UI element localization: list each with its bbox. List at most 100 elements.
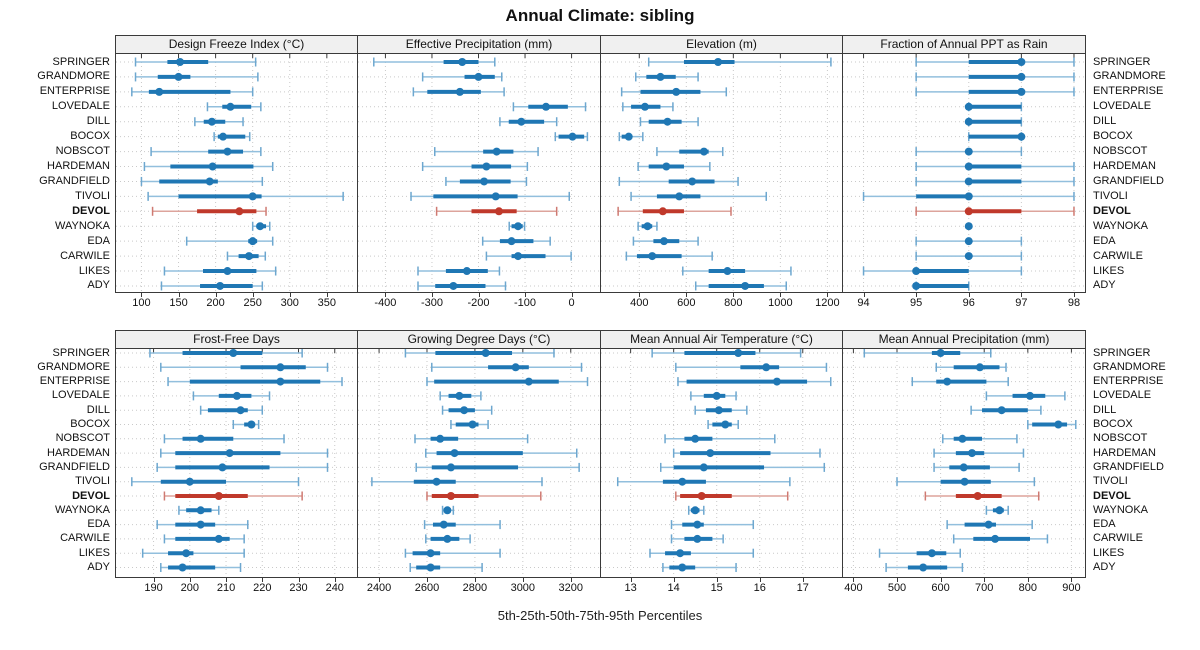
median-dot-bocox <box>721 420 730 429</box>
site-label-right-likes: LIKES <box>1093 264 1125 277</box>
axis-tick-bottom <box>916 293 918 297</box>
panel-mean-annual-air-temperature-c <box>600 348 843 578</box>
axis-tick-bottom <box>522 578 524 582</box>
median-dot-nobscot <box>492 147 501 156</box>
median-dot-dill <box>207 117 216 126</box>
median-dot-grandmore <box>656 72 665 81</box>
median-dot-carwile <box>214 534 223 543</box>
x-tick-label: 94 <box>857 297 870 309</box>
x-tick-label: 500 <box>887 582 907 594</box>
median-dot-nobscot <box>964 147 973 156</box>
median-dot-tivoli <box>491 192 500 201</box>
x-tick-label: -300 <box>420 297 443 309</box>
median-dot-carwile <box>991 534 1000 543</box>
x-tick-label: 350 <box>317 297 337 309</box>
site-label-left-eda: EDA <box>87 518 110 531</box>
axis-tick-bottom <box>385 293 387 297</box>
site-label-left-hardeman: HARDEMAN <box>47 446 110 459</box>
median-dot-grandmore <box>276 363 285 372</box>
median-dot-lovedale <box>232 391 241 400</box>
median-dot-devol <box>214 492 223 500</box>
median-dot-hardeman <box>706 449 715 458</box>
median-dot-likes <box>223 267 232 276</box>
median-dot-waynoka <box>443 506 452 515</box>
axis-tick-bottom <box>189 578 191 582</box>
axis-tick-bottom <box>426 578 428 582</box>
median-dot-lovedale <box>541 102 550 111</box>
axis-tick-bottom <box>570 578 572 582</box>
axis-tick-bottom <box>262 578 264 582</box>
site-label-right-eda: EDA <box>1093 234 1116 247</box>
panel-plot-frost-free-days <box>115 348 358 578</box>
median-dot-hardeman <box>450 449 459 458</box>
median-dot-ady <box>216 281 225 290</box>
chart-title: Annual Climate: sibling <box>505 6 695 25</box>
median-dot-tivoli <box>432 477 441 486</box>
site-label-right-hardeman: HARDEMAN <box>1093 446 1156 459</box>
site-label-right-lovedale: LOVEDALE <box>1093 389 1152 402</box>
site-label-left-waynoka: WAYNOKA <box>54 503 110 516</box>
strip-mean-annual-air-temperature-c: Mean Annual Air Temperature (°C) <box>600 330 843 349</box>
x-tick-label: 600 <box>931 582 950 594</box>
x-tick-label: 300 <box>280 297 299 309</box>
median-dot-grandfield <box>964 177 973 186</box>
strip-effective-precipitation-mm: Effective Precipitation (mm) <box>357 35 601 54</box>
axis-tick-bottom <box>863 293 865 297</box>
median-dot-tivoli <box>185 477 194 486</box>
site-label-left-dill: DILL <box>86 115 110 128</box>
median-dot-hardeman <box>225 449 234 458</box>
site-label-left-dill: DILL <box>86 403 110 416</box>
x-tick-label: -400 <box>374 297 397 309</box>
median-dot-likes <box>182 549 191 558</box>
strip-mean-annual-precipitation-mm: Mean Annual Precipitation (mm) <box>842 330 1086 349</box>
median-dot-grandfield <box>688 177 697 186</box>
strip-elevation-m: Elevation (m) <box>600 35 843 54</box>
site-label-left-bocox: BOCOX <box>70 418 110 430</box>
axis-tick-bottom <box>897 578 898 582</box>
median-dot-springer <box>734 349 743 357</box>
axis-tick-bottom <box>289 293 291 297</box>
site-label-left-likes: LIKES <box>78 546 110 559</box>
median-dot-dill <box>236 406 245 415</box>
site-label-right-ady: ADY <box>1093 279 1116 292</box>
median-dot-carwile <box>693 534 702 543</box>
median-dot-devol <box>446 492 455 500</box>
site-label-right-likes: LIKES <box>1093 546 1125 559</box>
axis-tick-bottom <box>252 293 254 297</box>
median-dot-tivoli <box>675 192 684 201</box>
median-dot-waynoka <box>964 222 973 231</box>
median-dot-springer <box>714 58 723 66</box>
median-dot-grandfield <box>480 177 489 186</box>
site-label-left-grandmore: GRANDMORE <box>37 70 110 83</box>
site-label-right-bocox: BOCOX <box>1093 418 1133 430</box>
panel-plot-growing-degree-days-c <box>357 348 601 578</box>
median-dot-enterprise <box>1017 87 1026 96</box>
x-axis-title: 5th-25th-50th-75th-95th Percentiles <box>497 608 703 623</box>
median-dot-eda <box>507 237 516 246</box>
axis-tick-bottom <box>1027 578 1029 582</box>
site-label-right-nobscot: NOBSCOT <box>1093 432 1148 445</box>
median-dot-eda <box>964 237 973 246</box>
median-dot-hardeman <box>968 449 977 458</box>
site-label-right-grandfield: GRANDFIELD <box>1093 174 1164 187</box>
axis-tick-bottom <box>326 293 328 297</box>
median-dot-eda <box>659 237 668 246</box>
axis-tick-bottom <box>673 578 675 582</box>
axis-tick-bottom <box>968 293 970 297</box>
site-label-left-ady: ADY <box>87 561 110 573</box>
median-dot-carwile <box>514 252 523 261</box>
site-label-right-springer: SPRINGER <box>1093 55 1151 68</box>
site-label-right-dill: DILL <box>1093 403 1117 416</box>
median-dot-carwile <box>443 534 452 543</box>
site-label-right-bocox: BOCOX <box>1093 130 1133 143</box>
strip-design-freeze-index-c: Design Freeze Index (°C) <box>115 35 358 54</box>
site-label-left-eda: EDA <box>87 234 110 247</box>
median-dot-bocox <box>568 132 577 141</box>
median-dot-lovedale <box>1025 391 1034 400</box>
median-dot-springer <box>458 58 467 66</box>
x-tick-label: 200 <box>180 582 199 594</box>
median-dot-carwile <box>244 252 253 261</box>
median-dot-bocox <box>624 132 633 141</box>
axis-tick-bottom <box>686 293 688 297</box>
site-label-right-carwile: CARWILE <box>1093 249 1143 262</box>
